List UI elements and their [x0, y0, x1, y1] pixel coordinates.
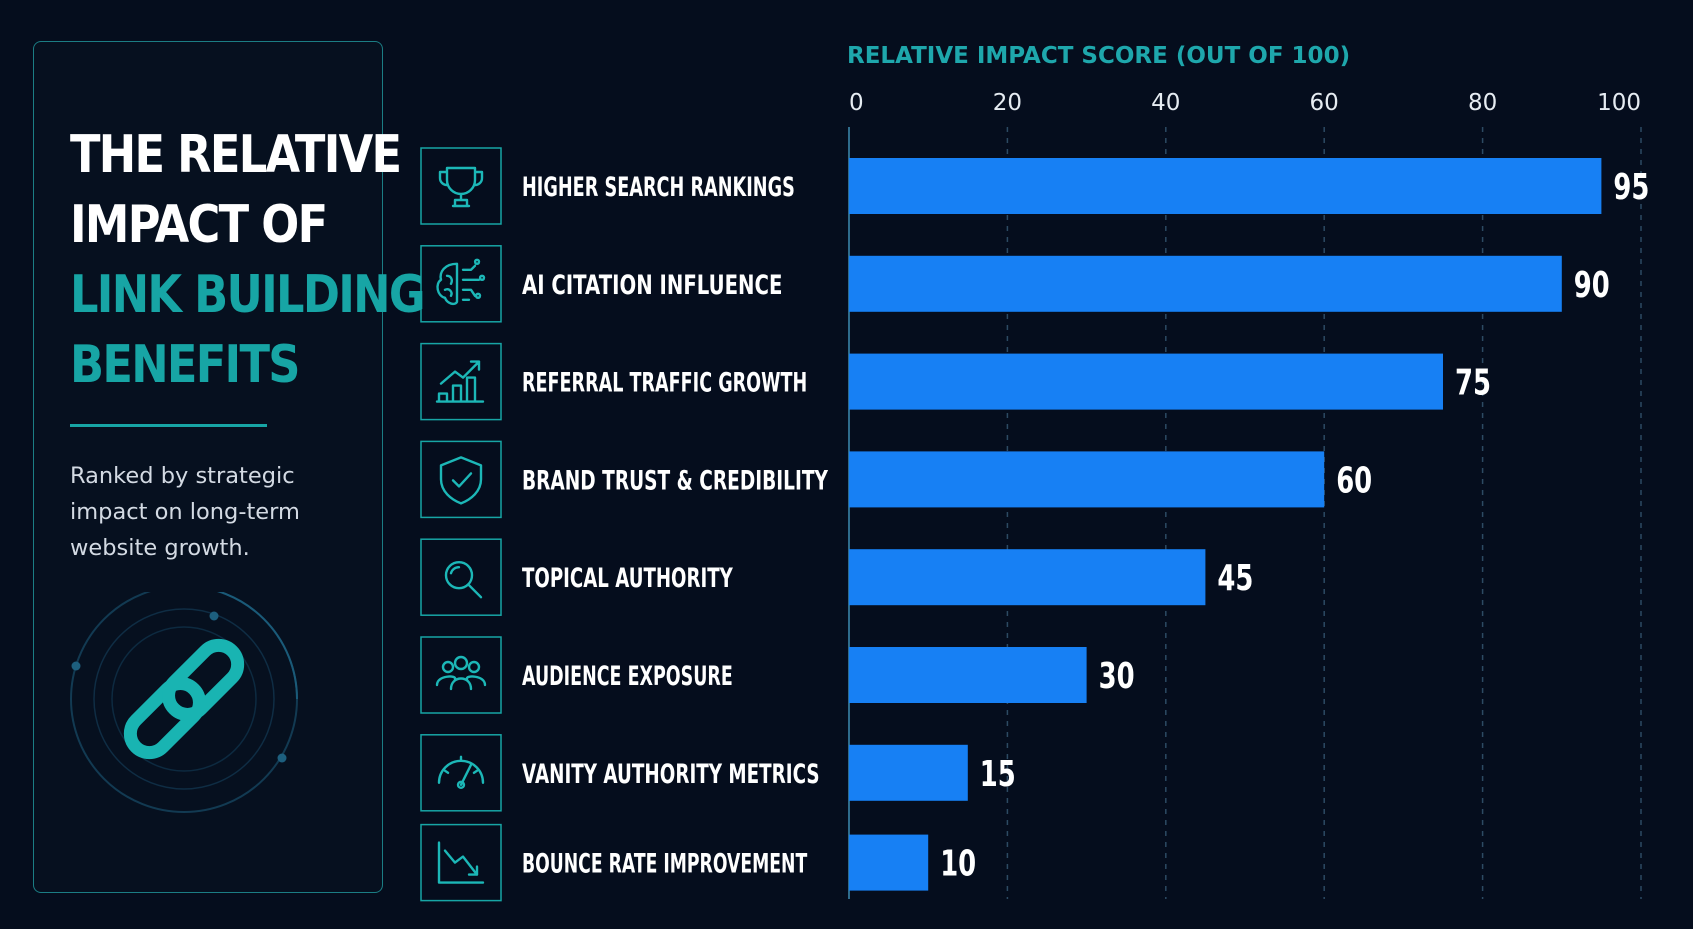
value-label: 30 — [1099, 656, 1135, 697]
icon-frame — [420, 245, 502, 323]
declining-chart-icon — [437, 841, 485, 884]
x-tick-label: 20 — [993, 90, 1022, 116]
x-tick-label: 80 — [1468, 90, 1497, 116]
chart-row: REFERRAL TRAFFIC GROWTH 75 — [420, 342, 1491, 421]
x-axis-title: RELATIVE IMPACT SCORE (OUT OF 100) — [847, 43, 1350, 69]
x-tick-label: 0 — [849, 90, 864, 116]
x-tick-label: 60 — [1310, 90, 1339, 116]
bar — [849, 158, 1602, 214]
bar — [849, 451, 1325, 508]
icon-frame — [420, 147, 502, 225]
growth-chart-icon — [435, 360, 485, 403]
category-label: HIGHER SEARCH RANKINGS — [522, 172, 795, 203]
chart-row: HIGHER SEARCH RANKINGS 95 — [420, 147, 1649, 225]
value-label: 75 — [1455, 363, 1491, 404]
title-line-2: IMPACT OF — [70, 195, 328, 255]
chart-row: AUDIENCE EXPOSURE 30 — [420, 636, 1135, 714]
trophy-icon — [438, 166, 484, 208]
category-label: VANITY AUTHORITY METRICS — [522, 759, 820, 790]
subtitle: Ranked by strategic impact on long-term … — [70, 463, 300, 561]
icon-frame — [420, 440, 502, 519]
title-line-4: BENEFITS — [70, 335, 300, 395]
chart-row: BRAND TRUST & CREDIBILITY 60 — [420, 440, 1372, 519]
shield-check-icon — [439, 456, 483, 505]
magnifier-icon — [444, 561, 483, 599]
speedometer-icon — [437, 755, 485, 789]
bar — [849, 834, 929, 891]
title-line-3: LINK BUILDING — [70, 265, 426, 325]
category-label: AI CITATION INFLUENCE — [522, 270, 782, 301]
value-label: 95 — [1613, 167, 1649, 208]
bar — [849, 744, 968, 801]
category-label: BOUNCE RATE IMPROVEMENT — [522, 849, 808, 880]
audience-icon — [435, 655, 487, 691]
bar — [849, 549, 1206, 606]
value-label: 10 — [940, 844, 976, 885]
icon-frame — [420, 734, 502, 812]
value-label: 15 — [980, 754, 1016, 795]
value-label: 45 — [1217, 558, 1253, 599]
ai-brain-icon — [436, 258, 486, 306]
value-label: 60 — [1336, 460, 1372, 501]
title-panel: THE RELATIVE IMPACT OF LINK BUILDING BEN… — [33, 41, 426, 893]
bar — [849, 255, 1562, 312]
category-label: REFERRAL TRAFFIC GROWTH — [522, 368, 807, 399]
x-tick-label: 40 — [1151, 90, 1180, 116]
category-label: AUDIENCE EXPOSURE — [522, 661, 733, 692]
icon-frame — [420, 636, 502, 714]
title-line-1: THE RELATIVE — [70, 125, 402, 185]
x-axis-ticks: 0 20 40 60 80 100 — [849, 90, 1641, 116]
title-divider — [70, 424, 267, 427]
chain-link-icon — [70, 592, 298, 813]
chart-row: AI CITATION INFLUENCE 90 — [420, 245, 1610, 323]
bar — [849, 647, 1087, 703]
bar — [849, 353, 1443, 410]
page-title: THE RELATIVE IMPACT OF LINK BUILDING BEN… — [70, 120, 481, 400]
icon-frame — [420, 823, 502, 902]
icon-frame — [420, 342, 502, 421]
chart-row: VANITY AUTHORITY METRICS 15 — [420, 734, 1016, 812]
value-label: 90 — [1574, 265, 1610, 306]
category-label: TOPICAL AUTHORITY — [522, 563, 733, 594]
chart-row: BOUNCE RATE IMPROVEMENT 10 — [420, 823, 976, 902]
x-tick-label: 100 — [1597, 90, 1641, 116]
chart-row: TOPICAL AUTHORITY 45 — [420, 538, 1253, 616]
icon-frame — [420, 538, 502, 616]
category-label: BRAND TRUST & CREDIBILITY — [522, 465, 828, 496]
